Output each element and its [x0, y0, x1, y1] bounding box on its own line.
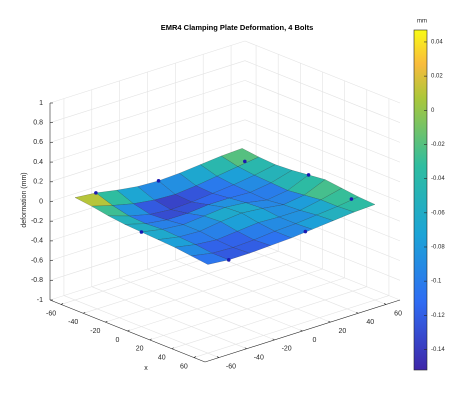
x-tick-label: -20 [90, 328, 100, 335]
point [94, 191, 98, 195]
y-tick-label: 40 [366, 319, 374, 326]
colorbar-tick-label: -0.06 [431, 210, 445, 216]
x-tick [171, 347, 174, 349]
colorbar-tick-label: -0.04 [431, 176, 445, 182]
z-tick-label: -1 [37, 297, 43, 304]
colorbar-tick-label: 0 [431, 108, 435, 114]
x-tick-label: 20 [136, 346, 144, 353]
y-grid-line [119, 277, 275, 341]
colorbar-tick-label: -0.02 [431, 142, 445, 148]
colorbar-tick-label: -0.12 [431, 313, 445, 319]
z-tick-label: -0.4 [31, 238, 43, 245]
colorbar [413, 29, 428, 371]
y-tick-label: 0 [313, 337, 317, 344]
x-tick-label: 0 [116, 337, 120, 344]
colorbar-tick-label: 0.04 [431, 40, 443, 46]
x-tick [60, 303, 64, 305]
x-tick [127, 329, 130, 332]
y-grid-line [175, 259, 331, 323]
y-tick-label: -20 [282, 346, 292, 353]
point [139, 230, 144, 234]
z-tick-label: -0.6 [31, 257, 43, 264]
x-tick [193, 356, 197, 358]
y-tick [272, 338, 275, 341]
point [156, 179, 161, 183]
x-tick-label: -40 [68, 319, 78, 326]
surface [74, 148, 376, 265]
z-tick-label: 0.2 [33, 179, 43, 186]
z-tick-label: 0 [39, 198, 43, 205]
y-tick [216, 356, 220, 358]
point [349, 197, 354, 201]
y-tick [300, 329, 303, 332]
z-tick-label: 1 [39, 100, 43, 107]
colorbar-tick-label: -0.1 [431, 279, 442, 285]
colorbar-tick-label: 0.02 [431, 74, 443, 80]
x-tick-label: 40 [158, 355, 166, 362]
y-grid-line [91, 286, 247, 349]
x-tick-label: 60 [180, 363, 188, 370]
x-tick [149, 338, 152, 341]
point [226, 258, 231, 262]
y-tick-label: 20 [338, 328, 346, 335]
y-grid-line [147, 268, 303, 332]
z-tick-label: -0.2 [31, 218, 43, 225]
colorbar-tick-label: -0.08 [431, 245, 445, 251]
y-tick [328, 320, 331, 323]
x-tick [83, 312, 86, 314]
point [306, 173, 311, 177]
x-tick [105, 320, 108, 323]
colorbar-label: mm [417, 19, 427, 25]
chart-title: EMR4 Clamping Plate Deformation, 4 Bolts [161, 23, 314, 32]
y-grid-line [63, 295, 220, 358]
y-tick [383, 303, 387, 305]
y-tick [244, 347, 247, 349]
colorbar-tick-label: -0.14 [431, 347, 445, 353]
point [303, 229, 308, 234]
y-tick-label: -40 [254, 355, 264, 362]
z-tick-label: 0.4 [33, 159, 43, 166]
z-tick-label: 0.8 [33, 120, 43, 127]
z-tick-label: 0.6 [33, 139, 43, 146]
x-axis-label: x [144, 365, 148, 372]
y-grid-line [203, 251, 359, 314]
y-grid-line [230, 242, 387, 305]
y-tick [356, 312, 359, 314]
point [243, 159, 247, 164]
x-tick-label: -60 [46, 310, 56, 317]
axes-front: 10.80.60.40.20-0.2-0.4-0.6-0.8-1-60-40-2… [31, 29, 445, 371]
z-axis-label: deformation (mm) [21, 172, 28, 227]
y-tick-label: 60 [394, 310, 402, 317]
z-tick-label: -0.8 [31, 277, 43, 284]
y-tick-label: -60 [226, 363, 236, 370]
